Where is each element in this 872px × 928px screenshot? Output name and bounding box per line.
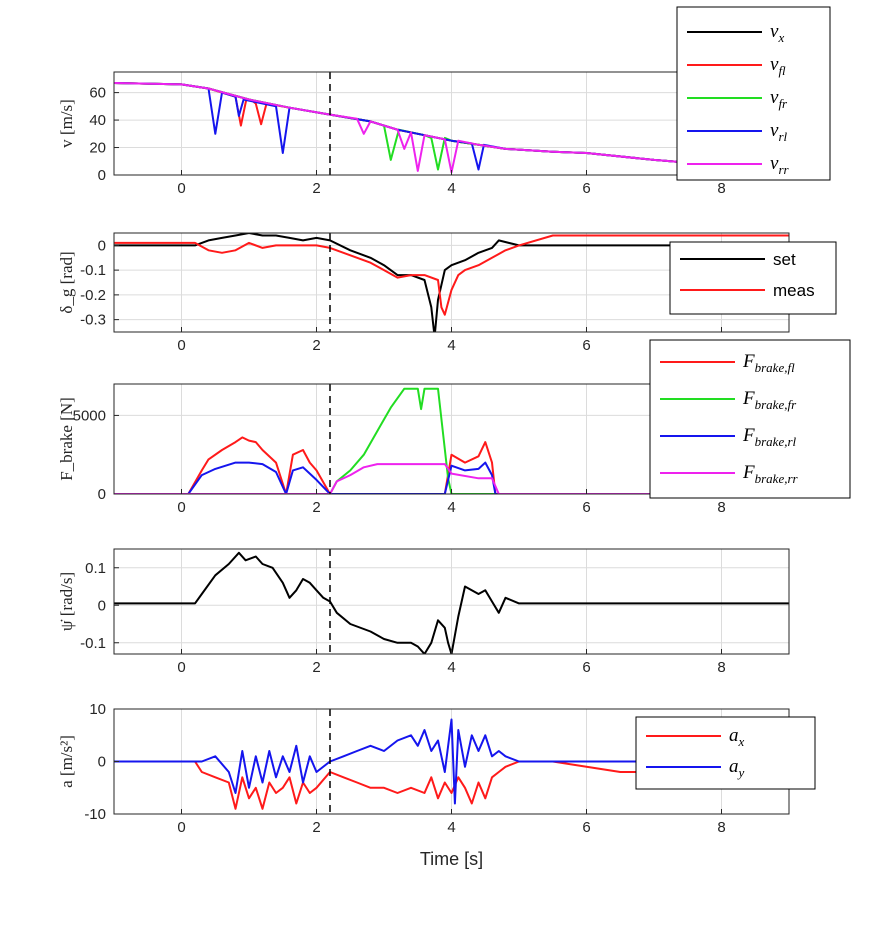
x-tick-label: 0 bbox=[177, 499, 185, 516]
y-tick-label: -0.1 bbox=[80, 635, 106, 652]
legend-1: vx vfl vfr vrl vrr bbox=[676, 6, 831, 181]
series-group bbox=[114, 718, 789, 810]
legend-label: Fbrake,fl bbox=[742, 351, 795, 375]
x-tick-label: 8 bbox=[717, 499, 725, 516]
y-axis-label: a [m/s²] bbox=[57, 735, 76, 788]
y-tick-label: 0 bbox=[98, 597, 106, 614]
x-tick-label: 0 bbox=[177, 659, 185, 676]
x-tick-label: 6 bbox=[582, 659, 590, 676]
y-axis-label: F_brake [N] bbox=[57, 397, 76, 481]
x-tick-label: 6 bbox=[582, 819, 590, 836]
y-tick-label: 0.1 bbox=[85, 560, 106, 577]
x-tick-label: 6 bbox=[582, 499, 590, 516]
x-tick-label: 4 bbox=[447, 337, 455, 354]
legend-label: meas bbox=[773, 281, 815, 300]
legend-label: vfl bbox=[770, 54, 786, 78]
series-line-f-brake-fr bbox=[114, 387, 789, 494]
x-tick-label: 2 bbox=[312, 337, 320, 354]
legend-box bbox=[676, 6, 831, 181]
x-tick-label: 8 bbox=[717, 659, 725, 676]
series-line-f-brake-rl bbox=[114, 461, 789, 494]
x-tick-label: 4 bbox=[447, 499, 455, 516]
series-group bbox=[114, 387, 789, 494]
legend-label: ay bbox=[729, 756, 745, 780]
series-line-a-y bbox=[114, 718, 789, 805]
y-tick-label: 0 bbox=[98, 754, 106, 771]
y-tick-label: 0 bbox=[98, 486, 106, 503]
series-line-f-brake-rr bbox=[114, 463, 789, 494]
x-tick-label: 4 bbox=[447, 180, 455, 197]
legend-label: set bbox=[773, 250, 796, 269]
y-tick-label: -0.3 bbox=[80, 312, 106, 329]
x-tick-label: 2 bbox=[312, 659, 320, 676]
legend-2: set meas bbox=[669, 241, 837, 315]
y-tick-label: 60 bbox=[89, 85, 106, 102]
series-line-meas bbox=[114, 234, 789, 316]
y-axis-label: δ_g [rad] bbox=[57, 251, 76, 313]
legend-box bbox=[635, 716, 816, 790]
x-tick-label: 2 bbox=[312, 499, 320, 516]
legend-3: Fbrake,fl Fbrake,fr Fbrake,rl Fbrake,rr bbox=[649, 339, 851, 499]
legend-label: vrl bbox=[770, 120, 787, 144]
y-axis-label: ψ̇ [rad/s] bbox=[57, 572, 76, 631]
legend-label: Fbrake,rl bbox=[742, 425, 797, 449]
legend-box bbox=[649, 339, 851, 499]
x-tick-label: 0 bbox=[177, 819, 185, 836]
y-tick-label: 20 bbox=[89, 140, 106, 157]
x-tick-label: 8 bbox=[717, 819, 725, 836]
x-tick-label: 6 bbox=[582, 180, 590, 197]
legend-5: ax ay bbox=[635, 716, 816, 790]
y-tick-label: 10 bbox=[89, 701, 106, 718]
x-tick-label: 8 bbox=[717, 180, 725, 197]
y-tick-label: 5000 bbox=[73, 407, 106, 424]
series-line-v-rr bbox=[114, 82, 789, 174]
legend-label: vx bbox=[770, 21, 784, 45]
series-line-a-x bbox=[114, 760, 789, 810]
series-group bbox=[114, 551, 789, 654]
x-tick-label: 6 bbox=[582, 337, 590, 354]
x-tick-label: 4 bbox=[447, 659, 455, 676]
x-tick-label: 2 bbox=[312, 180, 320, 197]
y-tick-label: 0 bbox=[98, 237, 106, 254]
series-line-f-brake-fl bbox=[114, 436, 789, 494]
series-line-psi-dot bbox=[114, 551, 789, 654]
y-tick-label: -10 bbox=[84, 806, 106, 823]
legend-label: ax bbox=[729, 725, 745, 749]
y-tick-label: 40 bbox=[89, 112, 106, 129]
subplot-4: 0 2 4 6 8 0.1 0 -0.1ψ̇ [rad/s] bbox=[57, 548, 790, 676]
x-tick-label: 4 bbox=[447, 819, 455, 836]
y-axis-label: v [m/s] bbox=[57, 99, 76, 148]
legend-label: vfr bbox=[770, 87, 788, 111]
y-tick-label: 0 bbox=[98, 167, 106, 184]
x-tick-label: 0 bbox=[177, 337, 185, 354]
x-tick-label: 0 bbox=[177, 180, 185, 197]
x-tick-label: 2 bbox=[312, 819, 320, 836]
legend-label: Fbrake,rr bbox=[742, 462, 799, 486]
x-axis-label: Time [s] bbox=[420, 849, 483, 869]
legend-box bbox=[669, 241, 837, 315]
legend-label: Fbrake,fr bbox=[742, 388, 797, 412]
y-tick-label: -0.1 bbox=[80, 262, 106, 279]
y-tick-label: -0.2 bbox=[80, 287, 106, 304]
legend-label: vrr bbox=[770, 153, 789, 177]
